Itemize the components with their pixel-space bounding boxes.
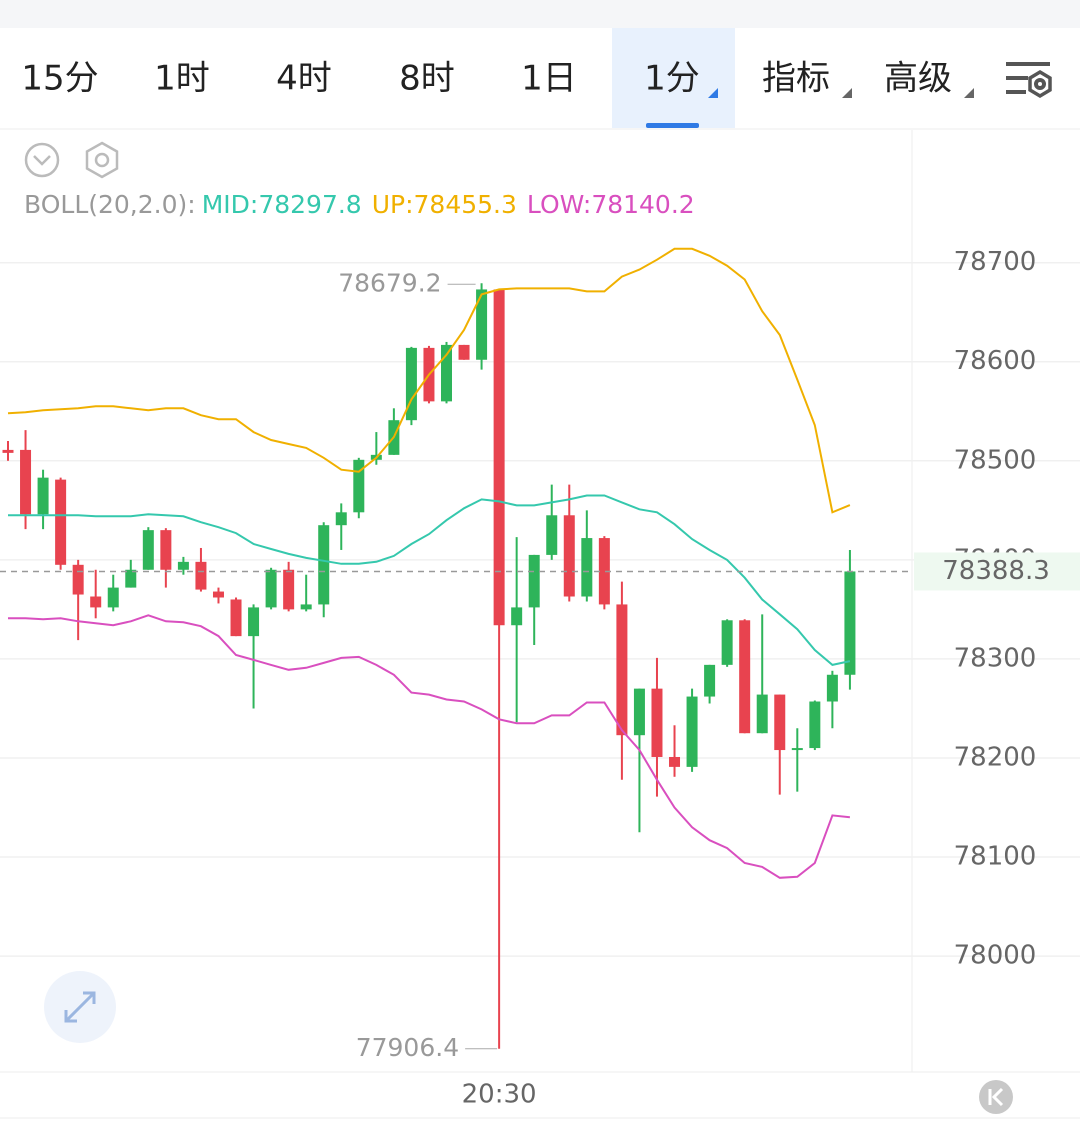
y-tick-label: 78000 — [954, 941, 1037, 971]
candle-body — [756, 694, 768, 734]
candle-body — [598, 538, 610, 605]
candle-body — [353, 459, 365, 513]
max-label: 78679.2 — [338, 268, 441, 297]
tab[interactable]: 高级 — [884, 59, 952, 99]
candle-body — [563, 515, 575, 597]
candle-body — [686, 696, 698, 767]
gear-icon[interactable] — [85, 141, 119, 179]
latest-button[interactable] — [979, 1080, 1013, 1114]
candle-body — [283, 569, 295, 610]
settings-icon[interactable] — [1006, 62, 1052, 99]
collapse-icon[interactable] — [24, 142, 60, 178]
candle-body — [300, 604, 312, 610]
tab[interactable]: 4时 — [276, 59, 332, 99]
candle-body — [809, 701, 821, 749]
dropdown-triangle — [842, 88, 852, 98]
legend-value: 78455.3 — [414, 190, 517, 219]
candle-body — [616, 604, 628, 736]
tab-highlight — [612, 28, 735, 128]
candle-body — [441, 344, 452, 402]
legend-name: MID: — [202, 190, 259, 219]
candle-body — [212, 591, 224, 598]
boll-line — [7, 247, 851, 514]
tab[interactable]: 1分 — [644, 59, 700, 99]
candle-body — [335, 512, 347, 526]
candle-body — [318, 525, 330, 605]
candle-body — [195, 561, 207, 590]
candle-body — [511, 607, 523, 626]
tab[interactable]: 1时 — [154, 59, 210, 99]
candle-body — [528, 554, 540, 608]
candle-body — [546, 515, 558, 555]
candle-body — [2, 449, 14, 453]
expand-button[interactable] — [44, 971, 116, 1043]
candle-body — [739, 620, 751, 734]
candle-body — [633, 688, 645, 736]
candle-body — [107, 587, 119, 608]
y-tick-label: 78300 — [954, 643, 1037, 673]
candle-body — [774, 694, 786, 751]
y-tick-label: 78100 — [954, 842, 1037, 872]
candle-body — [160, 530, 172, 570]
legend-entry: MID:78297.8 — [202, 190, 362, 219]
candle-body — [405, 347, 417, 421]
boll-line — [8, 614, 851, 879]
legend-value: 78297.8 — [258, 190, 361, 219]
candle-body — [265, 569, 277, 608]
legend-entry: UP:78455.3 — [372, 190, 517, 219]
tab[interactable]: 15分 — [21, 59, 98, 99]
candle-body — [125, 569, 137, 588]
tab[interactable]: 1日 — [521, 59, 577, 99]
legend-name: LOW: — [527, 190, 591, 219]
tab[interactable]: 8时 — [399, 59, 455, 99]
candle-body — [791, 748, 803, 751]
candle-body — [476, 289, 488, 360]
dropdown-triangle — [964, 88, 974, 98]
indicator-name: BOLL(20,2.0): — [24, 190, 196, 219]
y-tick-label: 78600 — [954, 346, 1037, 376]
candle-body — [37, 477, 49, 515]
boll-line — [8, 494, 851, 666]
price-label: 78388.3 — [942, 556, 1050, 586]
candle-body — [177, 561, 189, 570]
y-tick-label: 78700 — [954, 247, 1037, 277]
candle-body — [826, 674, 838, 702]
candle-body — [844, 571, 856, 675]
candle-body — [20, 449, 32, 515]
candle-body — [581, 538, 593, 597]
x-tick-label: 20:30 — [462, 1080, 537, 1110]
dropdown-triangle — [708, 88, 718, 98]
candle-body — [704, 664, 716, 697]
candle-body — [669, 756, 681, 767]
min-label: 77906.4 — [356, 1033, 459, 1062]
candle-body — [458, 344, 470, 360]
legend-value: 78140.2 — [591, 190, 694, 219]
tab[interactable]: 指标 — [762, 59, 830, 99]
candle-body — [90, 596, 102, 608]
price-box — [914, 552, 1080, 591]
legend-name: UP: — [372, 190, 414, 219]
candle-body — [651, 688, 663, 757]
y-tick-label: 78200 — [954, 742, 1037, 772]
tab-underline — [646, 123, 699, 128]
candle-body — [230, 599, 242, 637]
candle-body — [55, 479, 67, 565]
candle-body — [142, 530, 154, 570]
legend-entry: LOW:78140.2 — [527, 190, 695, 219]
candle-body — [493, 289, 505, 626]
candle-body — [72, 564, 84, 595]
status-strip — [0, 0, 1080, 28]
candle-body — [248, 607, 260, 637]
candle-body — [721, 620, 733, 665]
y-tick-label: 78500 — [954, 445, 1037, 475]
